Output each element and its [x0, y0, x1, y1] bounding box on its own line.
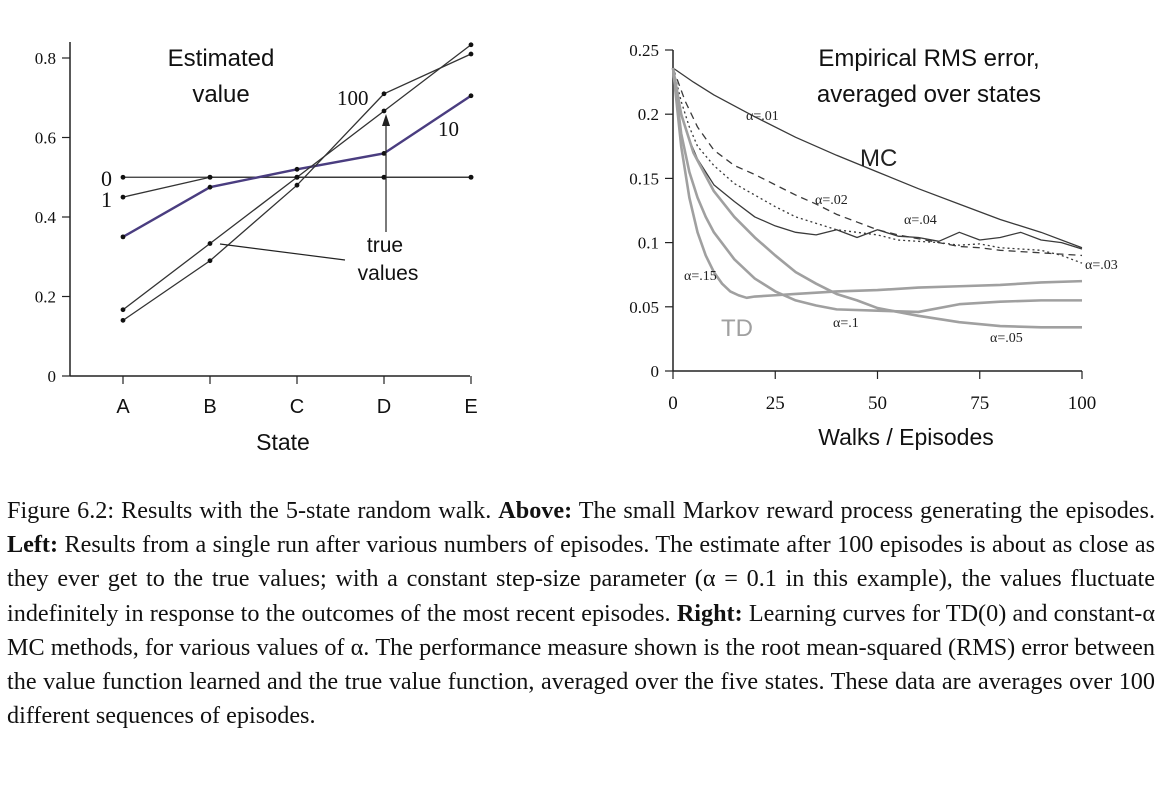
estimated-value-chart: 0 0.2 0.4 0.6 0.8 A B C D E Estimated value Stat…: [35, 42, 478, 455]
td-group-label: TD: [721, 315, 753, 342]
mc-group-label: MC: [860, 145, 897, 172]
right-ytick-label: 0.2: [638, 105, 659, 124]
left-series-point: [294, 182, 300, 188]
left-chart-title-line2: value: [192, 81, 249, 108]
left-xtick-label: B: [203, 396, 216, 418]
left-series-point: [120, 307, 126, 313]
left-series-point: [468, 174, 474, 180]
right-ytick-label: 0.1: [638, 234, 659, 253]
left-series-point: [381, 91, 387, 97]
left-ytick-label: 0.4: [35, 208, 57, 227]
right-series-line: [672, 67, 1083, 250]
left-ytick-label: 0.8: [35, 49, 56, 68]
caption-figure-label: Figure 6.2:: [7, 497, 115, 524]
left-series-point: [381, 151, 387, 156]
left-series-point: [294, 174, 300, 180]
right-ytick-label: 0: [651, 362, 660, 381]
right-series-line: [671, 67, 1082, 329]
caption-sentence-1: Results with the 5-state random walk.: [114, 497, 499, 524]
figure-caption: Figure 6.2: Results with the 5-state ran…: [7, 494, 1155, 733]
alpha-label-1: α=.1: [833, 316, 859, 331]
right-series-line: [672, 67, 1083, 249]
left-series-point: [207, 174, 213, 180]
left-xtick-label: E: [464, 396, 477, 418]
true-values-label-line1: true: [367, 234, 403, 257]
right-xtick-label: 0: [668, 393, 678, 414]
left-series-point: [207, 184, 213, 190]
left-series-point: [120, 174, 126, 180]
left-xtick-label: A: [116, 396, 130, 418]
true-values-label-line2: values: [358, 262, 419, 285]
left-series-point: [468, 51, 474, 57]
left-chart-title-line1: Estimated: [168, 45, 275, 72]
left-ytick-label: 0: [48, 367, 57, 386]
left-series-point: [381, 108, 387, 114]
right-ytick-label: 0.15: [629, 169, 659, 188]
right-ytick-label: 0.05: [629, 298, 659, 317]
alpha-label-15: α=.15: [684, 269, 717, 284]
right-xtick-label: 75: [970, 393, 989, 414]
left-series-point: [207, 241, 213, 246]
series-label-1: 1: [101, 187, 112, 212]
series-label-0: 0: [101, 166, 112, 191]
rms-error-chart: 0 0.05 0.1 0.15 0.2 0.25 0 25 50 75 100 Empirical…: [629, 41, 1117, 450]
series-label-100: 100: [337, 86, 369, 110]
true-values-pointer-line: [219, 243, 346, 261]
left-series-point: [120, 194, 126, 200]
left-series-point: [120, 234, 126, 240]
caption-sentence-4: Learning curves for TD(0) and constant-α…: [7, 599, 1155, 730]
right-chart-title-line2: averaged over states: [817, 81, 1041, 108]
right-series-line: [671, 67, 1083, 300]
left-series-point: [468, 42, 474, 48]
left-series-point: [294, 166, 300, 172]
left-ytick-label: 0.2: [35, 288, 56, 307]
caption-sentence-3: Results from a single run after various …: [7, 531, 1155, 627]
right-xtick-label: 25: [766, 393, 785, 414]
series-label-10: 10: [438, 117, 459, 141]
alpha-label-01: α=.01: [746, 109, 779, 124]
caption-left-label: Left:: [7, 531, 59, 559]
left-series-point: [120, 317, 126, 323]
alpha-label-02: α=.02: [815, 193, 848, 208]
right-x-axis-label: Walks / Episodes: [818, 424, 994, 450]
left-x-axis-label: State: [256, 429, 310, 455]
true-values-arrow-head: [382, 114, 390, 126]
right-xtick-label: 100: [1068, 393, 1097, 414]
left-xtick-label: D: [377, 396, 391, 418]
right-xtick-label: 50: [868, 393, 887, 414]
left-series-point: [381, 174, 387, 180]
alpha-label-04: α=.04: [904, 213, 937, 228]
caption-right-label: Right:: [676, 599, 743, 627]
left-series-point: [468, 93, 474, 99]
right-ytick-label: 0.25: [629, 41, 659, 60]
alpha-label-03: α=.03: [1085, 258, 1118, 273]
figure-6-2: 0 0.2 0.4 0.6 0.8 A B C D E Estimated value Stat…: [35, 41, 1118, 455]
right-series-line: [672, 67, 1083, 257]
left-series-point: [207, 258, 213, 264]
alpha-label-05: α=.05: [990, 331, 1023, 346]
left-ytick-label: 0.6: [35, 129, 56, 148]
caption-sentence-2: The small Markov reward process generati…: [572, 497, 1155, 524]
caption-above-label: Above:: [498, 497, 573, 524]
left-xtick-label: C: [290, 396, 304, 418]
left-series-line: [122, 94, 472, 238]
right-chart-title-line1: Empirical RMS error,: [818, 45, 1039, 72]
